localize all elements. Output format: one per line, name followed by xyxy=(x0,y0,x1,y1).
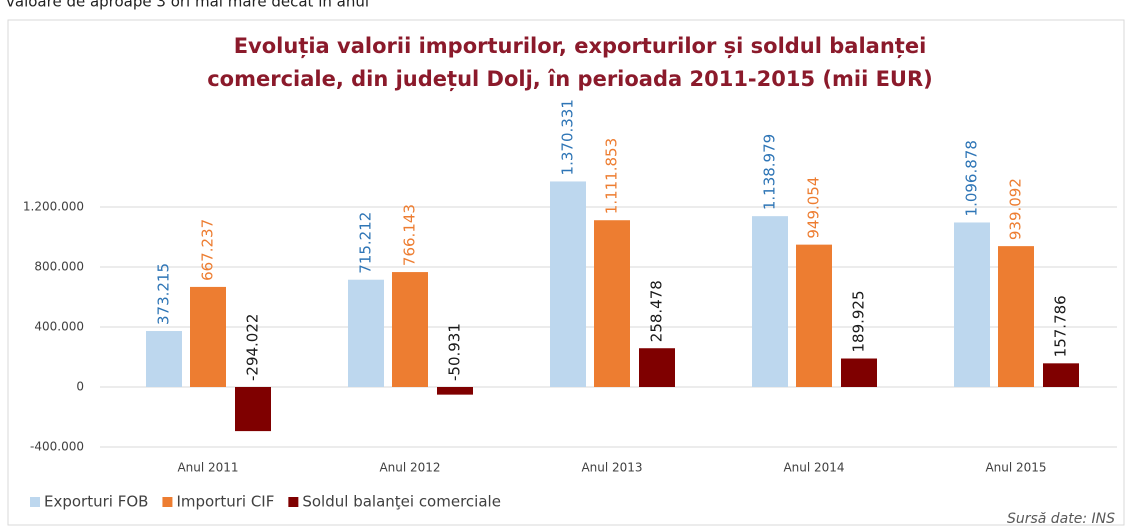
data-label: 1.111.853 xyxy=(603,138,621,214)
data-label: 949.054 xyxy=(805,177,823,239)
bar xyxy=(550,181,586,387)
data-label: 373.215 xyxy=(155,263,173,325)
legend-swatch xyxy=(288,497,299,507)
data-label: 189.925 xyxy=(850,290,868,352)
data-label: 715.212 xyxy=(357,212,375,274)
data-label: -294.022 xyxy=(244,314,262,381)
chart-title: comerciale, din județul Dolj, în perioad… xyxy=(207,67,933,92)
legend-swatch xyxy=(30,497,40,507)
legend-label: Exporturi FOB xyxy=(44,493,148,511)
x-tick-label: Anul 2012 xyxy=(379,461,440,475)
data-label: 1.096.878 xyxy=(963,140,981,216)
bar xyxy=(752,216,788,387)
data-label: 939.092 xyxy=(1007,178,1025,240)
x-tick-label: Anul 2013 xyxy=(581,461,642,475)
bar xyxy=(392,272,428,387)
data-label: 1.138.979 xyxy=(761,134,779,210)
y-tick-label: 1.200.000 xyxy=(23,200,84,214)
x-tick-label: Anul 2011 xyxy=(177,461,238,475)
bar xyxy=(437,387,473,395)
data-label: -50.931 xyxy=(446,323,464,381)
legend-label: Importuri CIF xyxy=(176,493,274,511)
data-label: 258.478 xyxy=(648,280,666,342)
bar xyxy=(954,222,990,387)
bar xyxy=(998,246,1034,387)
y-tick-label: -400.000 xyxy=(30,440,84,454)
bar xyxy=(235,387,271,432)
x-tick-label: Anul 2015 xyxy=(985,461,1046,475)
bar xyxy=(841,358,877,387)
bar xyxy=(190,286,226,387)
source: Sursă date: INS xyxy=(1007,511,1115,526)
data-label: 1.370.331 xyxy=(559,99,577,175)
data-label: 766.143 xyxy=(401,204,419,266)
chart-title: Evoluția valorii importurilor, exporturi… xyxy=(234,34,927,59)
y-tick-label: 400.000 xyxy=(34,320,84,334)
bar xyxy=(348,279,384,387)
bar xyxy=(639,348,675,387)
y-tick-label: 800.000 xyxy=(34,260,84,274)
bar xyxy=(594,220,630,387)
y-tick-label: 0 xyxy=(76,380,84,394)
legend-swatch xyxy=(162,497,173,507)
page-text: valoare de aproape 3 ori mai mare decât … xyxy=(6,0,369,11)
bar xyxy=(1043,363,1079,387)
bar xyxy=(796,244,832,387)
x-tick-label: Anul 2014 xyxy=(783,461,844,475)
data-label: 157.786 xyxy=(1052,295,1070,357)
bar xyxy=(146,331,182,387)
legend-label: Soldul balanţei comerciale xyxy=(302,493,501,511)
data-label: 667.237 xyxy=(199,219,217,281)
